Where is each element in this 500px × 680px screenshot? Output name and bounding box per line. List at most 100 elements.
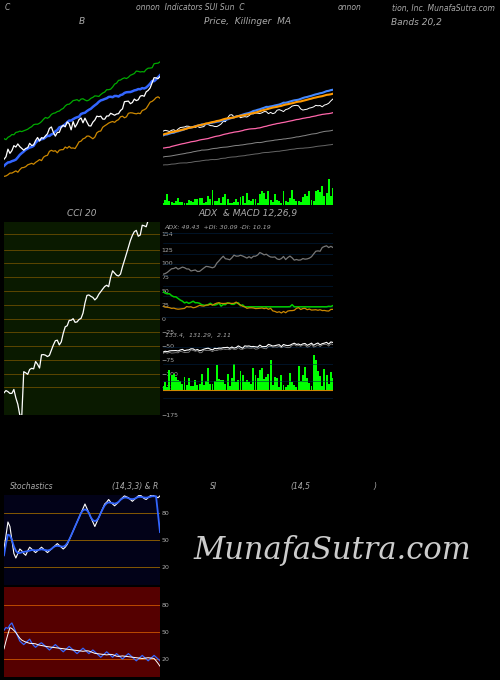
Bar xyxy=(173,374,174,390)
Bar xyxy=(272,385,274,390)
Bar xyxy=(302,375,304,390)
Bar xyxy=(220,203,222,205)
Bar xyxy=(231,203,233,205)
Bar xyxy=(168,370,170,390)
Bar xyxy=(274,377,276,390)
Bar xyxy=(280,203,282,205)
Bar xyxy=(328,179,330,205)
Bar xyxy=(244,203,246,205)
Bar xyxy=(326,375,328,390)
Bar xyxy=(175,377,177,390)
Bar xyxy=(220,380,222,390)
Bar xyxy=(233,364,235,390)
Bar xyxy=(294,199,295,205)
Bar xyxy=(322,186,323,205)
Bar xyxy=(319,376,321,390)
Text: B: B xyxy=(79,18,85,27)
Bar xyxy=(284,201,286,205)
Bar xyxy=(291,382,293,390)
Bar xyxy=(330,196,332,205)
Bar xyxy=(300,381,302,390)
Text: onnon  Indicators SUI Sun  C: onnon Indicators SUI Sun C xyxy=(136,3,244,12)
Bar xyxy=(284,387,286,390)
Bar xyxy=(233,202,235,205)
Bar xyxy=(289,373,291,390)
Bar xyxy=(226,199,228,205)
Bar xyxy=(224,194,226,205)
Bar xyxy=(240,371,242,390)
Bar xyxy=(248,381,250,390)
Bar xyxy=(278,201,280,205)
Bar xyxy=(274,194,276,205)
Bar xyxy=(238,380,240,390)
Bar xyxy=(278,387,280,390)
Bar xyxy=(248,200,250,205)
Bar xyxy=(294,385,295,390)
Bar xyxy=(203,203,205,205)
Bar xyxy=(212,384,214,390)
Bar xyxy=(190,201,192,205)
Bar xyxy=(192,202,194,205)
Bar xyxy=(214,381,216,390)
Bar xyxy=(207,368,209,390)
Bar xyxy=(270,200,272,205)
Bar xyxy=(263,192,265,205)
Text: ADX  & MACD 12,26,9: ADX & MACD 12,26,9 xyxy=(198,209,298,218)
Bar xyxy=(242,375,244,390)
Bar xyxy=(205,381,207,390)
Bar xyxy=(312,356,314,390)
Bar xyxy=(166,387,168,390)
Bar xyxy=(270,360,272,390)
Bar xyxy=(235,382,237,390)
Bar xyxy=(164,201,166,205)
Bar xyxy=(268,191,270,205)
Text: Price,  Killinger  MA: Price, Killinger MA xyxy=(204,18,292,27)
Bar xyxy=(263,379,265,390)
Bar xyxy=(317,371,319,390)
Bar xyxy=(242,197,244,205)
Bar xyxy=(250,384,252,390)
Bar xyxy=(259,194,261,205)
Bar xyxy=(175,201,177,205)
Bar xyxy=(180,381,181,390)
Bar xyxy=(203,386,205,390)
Bar xyxy=(184,377,186,390)
Bar xyxy=(317,190,319,205)
Bar xyxy=(289,198,291,205)
Bar xyxy=(268,374,270,390)
Bar xyxy=(300,202,302,205)
Text: (14,3,3) & R: (14,3,3) & R xyxy=(112,482,158,491)
Bar xyxy=(256,377,258,390)
Bar xyxy=(250,201,252,205)
Bar xyxy=(162,386,164,390)
Bar xyxy=(306,196,308,205)
Bar xyxy=(246,380,248,390)
Bar xyxy=(324,196,326,205)
Bar xyxy=(224,384,226,390)
Bar xyxy=(244,381,246,390)
Bar xyxy=(207,196,209,205)
Bar xyxy=(310,386,312,390)
Bar xyxy=(266,377,267,390)
Bar xyxy=(214,201,216,205)
Bar xyxy=(231,377,233,390)
Bar xyxy=(194,379,196,390)
Bar xyxy=(222,381,224,390)
Text: MunafaSutra.com: MunafaSutra.com xyxy=(194,534,471,566)
Bar xyxy=(190,386,192,390)
Bar xyxy=(324,369,326,390)
Bar xyxy=(291,190,293,205)
Bar xyxy=(210,384,212,390)
Bar xyxy=(276,378,278,390)
Bar xyxy=(168,201,170,205)
Bar xyxy=(296,387,298,390)
Bar xyxy=(184,203,186,205)
Bar xyxy=(188,378,190,390)
Bar xyxy=(287,202,289,205)
Bar xyxy=(261,192,263,205)
Bar xyxy=(182,202,184,205)
Text: CCI 20: CCI 20 xyxy=(67,209,97,218)
Bar xyxy=(261,368,263,390)
Bar xyxy=(304,367,306,390)
Bar xyxy=(252,199,254,205)
